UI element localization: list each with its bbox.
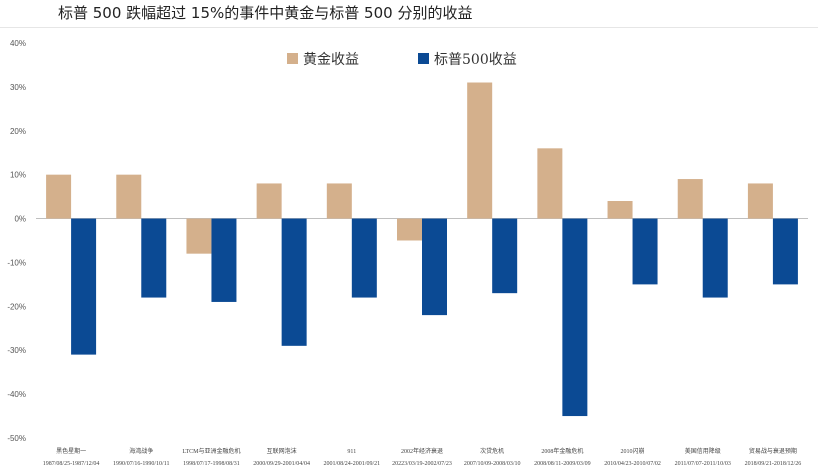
- bars: [46, 82, 798, 417]
- gold-return-bar: [467, 82, 493, 219]
- legend: 黄金收益 标普500收益: [287, 51, 517, 68]
- event-name-label: 海湾战争: [129, 447, 153, 455]
- y-tick-label: -50%: [7, 434, 26, 443]
- event-name-label: 次贷危机: [480, 447, 504, 455]
- y-tick-label: -40%: [7, 390, 26, 399]
- gold-return-bar: [397, 218, 422, 241]
- event-period-label: 2011/07/07-2011/10/03: [675, 461, 731, 467]
- sp500-return-bar: [211, 218, 237, 302]
- y-tick-label: 10%: [10, 171, 26, 180]
- event-name-label: 美国信用降级: [685, 447, 721, 455]
- y-tick-label: -30%: [7, 346, 26, 355]
- x-axis-labels: 黑色星期一 1987/08/25-1987/12/04 海湾战争 1990/07/16…: [43, 447, 801, 467]
- y-tick-label: 0%: [14, 215, 26, 224]
- sp500-return-bar: [71, 218, 97, 355]
- event-name-label: 2010闪崩: [621, 447, 645, 455]
- title-divider: [0, 27, 818, 28]
- event-period-label: 2000/09/29-2001/04/04: [253, 461, 310, 467]
- sp500-return-bar: [492, 218, 518, 294]
- gold-return-bar: [747, 183, 773, 219]
- event-period-label: 20223/03/19-2002/07/23: [392, 461, 452, 467]
- y-tick-label: 20%: [10, 127, 26, 136]
- event-period-label: 2018/09/21-2018/12/26: [745, 461, 802, 467]
- gold-return-bar: [116, 174, 142, 219]
- event-period-label: 2001/08/24-2001/09/21: [323, 461, 380, 467]
- event-name-label: LTCM与亚洲金融危机: [182, 447, 240, 455]
- event-name-label: 2008年金融危机: [541, 447, 583, 455]
- gold-return-bar: [677, 179, 703, 219]
- gold-return-bar: [46, 174, 72, 219]
- gold-return-bar: [607, 201, 633, 219]
- chart-title: 标普 500 跌幅超过 15%的事件中黄金与标普 500 分别的收益: [58, 4, 473, 22]
- sp500-return-bar: [422, 218, 447, 316]
- sp500-return-bar: [702, 218, 728, 298]
- sp500-return-bar: [772, 218, 798, 285]
- legend-swatch: [287, 53, 298, 64]
- event-name-label: 2002年经济衰退: [401, 447, 443, 455]
- event-name-label: 互联网泡沫: [267, 447, 297, 455]
- event-name-label: 911: [347, 449, 356, 455]
- event-period-label: 2008/08/11-2009/03/09: [534, 461, 590, 467]
- legend-swatch: [418, 53, 429, 64]
- sp500-return-bar: [632, 218, 658, 285]
- y-tick-label: -20%: [7, 302, 26, 311]
- sp500-return-bar: [351, 218, 377, 298]
- gold-return-bar: [537, 148, 563, 219]
- gold-return-bar: [256, 183, 282, 219]
- y-axis: 40% 30% 20% 10% 0% -10% -20% -30% -40% -50%: [7, 39, 26, 443]
- sp500-return-bar: [562, 218, 588, 417]
- event-period-label: 1998/07/17-1998/08/31: [183, 461, 240, 467]
- sp500-return-bar: [281, 218, 307, 346]
- gold-return-bar: [186, 218, 212, 254]
- event-name-label: 黑色星期一: [56, 447, 86, 455]
- event-period-label: 2007/10/09-2008/03/10: [464, 461, 521, 467]
- y-tick-label: 30%: [10, 83, 26, 92]
- legend-label: 黄金收益: [303, 51, 359, 68]
- legend-label: 标普500收益: [434, 52, 517, 68]
- event-period-label: 1987/08/25-1987/12/04: [43, 461, 100, 467]
- event-period-label: 1990/07/16-1990/10/11: [113, 461, 169, 467]
- y-tick-label: -10%: [7, 258, 26, 267]
- y-tick-label: 40%: [10, 39, 26, 48]
- sp500-return-bar: [141, 218, 167, 298]
- gold-return-bar: [326, 183, 352, 219]
- event-name-label: 贸易战与衰退预期: [749, 447, 797, 455]
- event-period-label: 2010/04/23-2010/07/02: [604, 461, 661, 467]
